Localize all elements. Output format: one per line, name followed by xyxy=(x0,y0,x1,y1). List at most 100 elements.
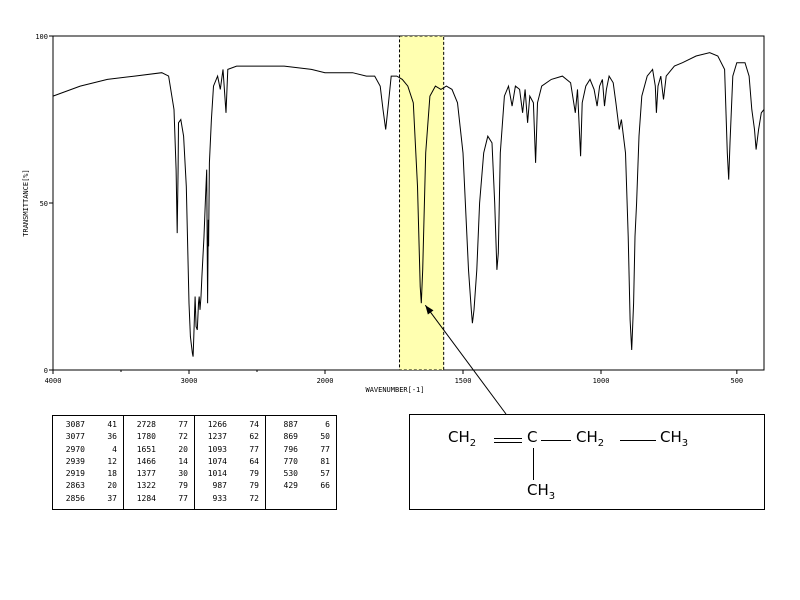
peak-transmittance: 66 xyxy=(320,481,330,491)
arrow-head xyxy=(425,305,434,315)
peak-transmittance: 18 xyxy=(107,469,117,479)
peak-wavenumber: 1322 xyxy=(136,481,156,491)
peak-transmittance: 4 xyxy=(112,444,117,454)
peak-table-row: 429 66 xyxy=(266,480,336,492)
peak-transmittance: 30 xyxy=(178,469,188,479)
y-axis-label: TRANSMITTANCE[%] xyxy=(22,169,30,236)
spectrum-line xyxy=(52,52,765,357)
peak-transmittance: 79 xyxy=(178,481,188,491)
peak-table-row: 2856 37 xyxy=(53,493,123,505)
x-tick-label: 1000 xyxy=(593,377,610,385)
peak-table-row: 2728 77 xyxy=(124,419,194,431)
peak-table-row: 1093 77 xyxy=(195,444,265,456)
peak-transmittance: 77 xyxy=(178,420,188,429)
peak-wavenumber: 1651 xyxy=(136,444,156,454)
peak-wavenumber: 1466 xyxy=(136,456,156,466)
peak-transmittance: 74 xyxy=(249,420,259,429)
peak-wavenumber: 1014 xyxy=(207,469,227,479)
peak-transmittance: 79 xyxy=(249,481,259,491)
peak-table-row: 1651 20 xyxy=(124,444,194,456)
peak-wavenumber: 429 xyxy=(283,481,298,491)
peak-table-row: 796 77 xyxy=(266,444,336,456)
peak-wavenumber: 2863 xyxy=(65,481,85,491)
peak-table-row: 1466 14 xyxy=(124,456,194,468)
peak-transmittance: 37 xyxy=(107,493,117,503)
peak-wavenumber: 887 xyxy=(283,420,298,429)
peak-table-row: 1074 64 xyxy=(195,456,265,468)
peak-wavenumber: 1780 xyxy=(136,432,156,442)
peak-wavenumber: 2939 xyxy=(65,456,85,466)
c-center-atom: C xyxy=(527,428,538,446)
y-tick-label: 50 xyxy=(40,200,48,208)
peak-table-row: 1237 62 xyxy=(195,431,265,443)
peak-table-row: 3077 36 xyxy=(53,431,123,443)
peak-table-row: 530 57 xyxy=(266,468,336,480)
peak-transmittance: 6 xyxy=(325,420,330,429)
peak-transmittance: 12 xyxy=(107,456,117,466)
peak-transmittance: 81 xyxy=(320,456,330,466)
single-bond-2 xyxy=(620,440,656,441)
peak-wavenumber: 933 xyxy=(212,493,227,503)
peak-transmittance: 72 xyxy=(249,493,259,503)
x-tick-label: 1500 xyxy=(455,377,472,385)
peak-wavenumber: 1266 xyxy=(207,420,227,429)
peak-transmittance: 20 xyxy=(178,444,188,454)
peak-table-row: 887 6 xyxy=(266,419,336,431)
single-bond-1 xyxy=(541,440,571,441)
peak-table-row: 869 50 xyxy=(266,431,336,443)
peak-wavenumber: 1093 xyxy=(207,444,227,454)
structure-box: CH2 C CH2 CH3 CH3 xyxy=(409,414,765,510)
peak-table-row: 987 79 xyxy=(195,480,265,492)
peak-transmittance: 36 xyxy=(107,432,117,442)
peak-table-column: 1266 74 1237 62 1093 77 1074 64 1014 79 987 79 933 72 xyxy=(195,416,266,509)
peak-wavenumber: 770 xyxy=(283,456,298,466)
peak-table-row: 1780 72 xyxy=(124,431,194,443)
peak-transmittance: 77 xyxy=(249,444,259,454)
x-tick-label: 4000 xyxy=(45,377,62,385)
double-bond-bottom xyxy=(494,442,522,443)
x-axis-label: WAVENUMBER[-1] xyxy=(365,386,424,394)
vertical-bond xyxy=(533,448,534,480)
peak-wavenumber: 1377 xyxy=(136,469,156,479)
ch2-mid-group: CH2 xyxy=(576,428,605,449)
peak-wavenumber: 3077 xyxy=(65,432,85,442)
peak-transmittance: 77 xyxy=(178,493,188,503)
peak-transmittance: 79 xyxy=(249,469,259,479)
peak-table-row: 933 72 xyxy=(195,493,265,505)
ch3-bottom-group: CH3 xyxy=(527,481,556,502)
peak-table: 3087 41 3077 36 2970 4 2939 12 2919 18 2863 20 2856 3… xyxy=(52,415,337,510)
peak-transmittance: 62 xyxy=(249,432,259,442)
peak-wavenumber: 2970 xyxy=(65,444,85,454)
double-bond-top xyxy=(494,438,522,439)
annotation-arrow xyxy=(424,304,507,415)
peak-transmittance: 50 xyxy=(320,432,330,442)
y-tick-label: 0 xyxy=(44,367,48,375)
peak-transmittance: 64 xyxy=(249,456,259,466)
peak-wavenumber: 530 xyxy=(283,469,298,479)
peak-transmittance: 41 xyxy=(107,420,117,429)
peak-wavenumber: 3087 xyxy=(65,420,85,429)
x-tick-label: 3000 xyxy=(181,377,198,385)
peak-wavenumber: 796 xyxy=(283,444,298,454)
x-tick-label: 500 xyxy=(731,377,744,385)
peak-wavenumber: 2728 xyxy=(136,420,156,429)
peak-table-row: 2919 18 xyxy=(53,468,123,480)
peak-table-row: 770 81 xyxy=(266,456,336,468)
peak-table-row: 2939 12 xyxy=(53,456,123,468)
peak-wavenumber: 1237 xyxy=(207,432,227,442)
ch3-right-group: CH3 xyxy=(660,428,689,449)
peak-table-column: 3087 41 3077 36 2970 4 2939 12 2919 18 2863 20 2856 3… xyxy=(53,416,124,509)
peak-wavenumber: 1284 xyxy=(136,493,156,503)
peak-table-row: 1322 79 xyxy=(124,480,194,492)
peak-wavenumber: 869 xyxy=(283,432,298,442)
peak-transmittance: 72 xyxy=(178,432,188,442)
peak-wavenumber: 2856 xyxy=(65,493,85,503)
peak-table-column: 2728 77 1780 72 1651 20 1466 14 1377 30 1322 79 1284… xyxy=(124,416,195,509)
peak-table-row: 3087 41 xyxy=(53,419,123,431)
peak-table-row: 1014 79 xyxy=(195,468,265,480)
y-tick-label: 100 xyxy=(35,33,48,41)
peak-table-row: 1284 77 xyxy=(124,493,194,505)
peak-transmittance: 14 xyxy=(178,456,188,466)
x-tick-label: 2000 xyxy=(317,377,334,385)
